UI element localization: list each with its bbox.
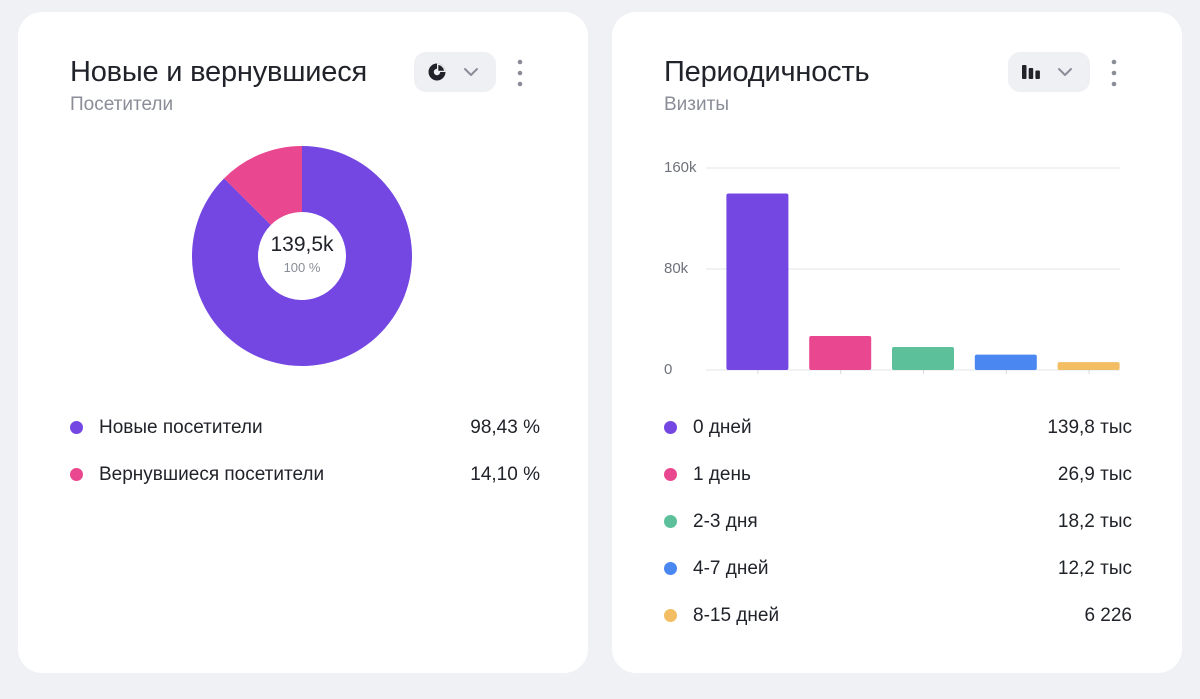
legend-dot <box>70 468 83 481</box>
bar-3[interactable] <box>974 354 1037 370</box>
pie-slice-0[interactable] <box>191 146 412 366</box>
legend-label: 0 дней <box>693 416 752 438</box>
bar-0[interactable] <box>726 193 789 370</box>
legend-value: 18,2 тыс <box>1057 510 1132 532</box>
legend-label: Вернувшиеся посетители <box>99 463 325 485</box>
donut-svg <box>191 146 412 366</box>
new-returning-card: Новые и вернувшиеся Посетители 139,5k 10… <box>18 12 588 673</box>
chevron-down-icon <box>464 68 478 76</box>
bar-chart: 0 80k 160k <box>664 159 1120 378</box>
legend: 0 дней 139,8 тыс 1 день 26,9 тыс 2-3 дня… <box>664 404 1132 639</box>
y-tick-label: 0 <box>664 361 672 378</box>
legend-value: 139,8 тыс <box>1047 416 1132 438</box>
pie-chart-icon <box>428 63 446 81</box>
legend: Новые посетители 98,43 % Вернувшиеся пос… <box>70 404 540 498</box>
bar-chart-icon <box>1022 65 1040 79</box>
legend-value: 26,9 тыс <box>1057 463 1132 485</box>
legend-item-new-visitors[interactable]: Новые посетители 98,43 % <box>70 404 540 451</box>
card-title: Периодичность <box>664 56 870 88</box>
legend-label: 1 день <box>693 463 751 485</box>
periodicity-card: Периодичность Визиты 0 80k 160k 0 дней 139… <box>612 12 1182 673</box>
legend-dot <box>664 421 677 434</box>
card-subtitle: Визиты <box>664 94 729 115</box>
legend-value: 12,2 тыс <box>1057 557 1132 579</box>
y-tick-label: 80k <box>664 260 689 277</box>
more-options-icon[interactable] <box>1106 58 1122 88</box>
legend-value: 14,10 % <box>470 463 540 485</box>
donut-chart: 139,5k 100 % <box>190 144 414 368</box>
chevron-down-icon <box>1058 68 1072 76</box>
card-subtitle: Посетители <box>70 94 174 115</box>
legend-label: 4-7 дней <box>693 557 769 579</box>
legend-value: 98,43 % <box>470 416 540 438</box>
legend-item-2-3-days[interactable]: 2-3 дня 18,2 тыс <box>664 498 1132 545</box>
chart-type-switch[interactable] <box>414 52 496 92</box>
y-tick-label: 160k <box>664 159 697 176</box>
legend-item-8-15-days[interactable]: 8-15 дней 6 226 <box>664 592 1132 639</box>
more-options-icon[interactable] <box>512 58 528 88</box>
legend-item-4-7-days[interactable]: 4-7 дней 12,2 тыс <box>664 545 1132 592</box>
legend-dot <box>664 468 677 481</box>
legend-dot <box>70 421 83 434</box>
bar-2[interactable] <box>892 347 954 370</box>
legend-item-1-day[interactable]: 1 день 26,9 тыс <box>664 451 1132 498</box>
pie-slice-1[interactable] <box>224 146 302 225</box>
bar-4[interactable] <box>1057 362 1120 370</box>
legend-item-returning-visitors[interactable]: Вернувшиеся посетители 14,10 % <box>70 451 540 498</box>
chart-type-switch[interactable] <box>1008 52 1090 92</box>
bar-1[interactable] <box>809 336 872 370</box>
legend-value: 6 226 <box>1084 604 1132 626</box>
legend-label: Новые посетители <box>99 416 263 438</box>
legend-dot <box>664 515 677 528</box>
legend-dot <box>664 609 677 622</box>
legend-item-0-days[interactable]: 0 дней 139,8 тыс <box>664 404 1132 451</box>
legend-dot <box>664 562 677 575</box>
legend-label: 2-3 дня <box>693 510 758 532</box>
legend-label: 8-15 дней <box>693 604 780 626</box>
card-title: Новые и вернувшиеся <box>70 56 368 88</box>
